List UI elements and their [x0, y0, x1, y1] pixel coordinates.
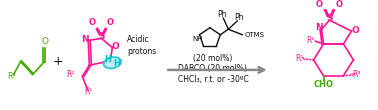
Text: CHCl₃, r.t. or -30ºC: CHCl₃, r.t. or -30ºC — [178, 75, 248, 84]
Text: O: O — [352, 26, 359, 35]
Text: R²: R² — [306, 36, 315, 45]
Text: S: S — [98, 32, 105, 41]
Text: H: H — [104, 55, 111, 64]
Text: '': '' — [350, 72, 353, 77]
Text: '': '' — [302, 56, 305, 61]
Text: O: O — [112, 42, 119, 51]
Text: Acidic
protons: Acidic protons — [127, 35, 156, 56]
Text: O: O — [89, 18, 96, 27]
Text: R¹: R¹ — [295, 54, 304, 63]
Text: N: N — [81, 35, 89, 44]
Text: NH: NH — [192, 36, 203, 42]
Text: OTMS: OTMS — [244, 32, 264, 38]
Text: R²: R² — [66, 70, 74, 79]
Text: N: N — [315, 23, 322, 32]
Text: DABCO (20 mol%): DABCO (20 mol%) — [178, 64, 247, 73]
Text: R¹: R¹ — [84, 87, 93, 96]
Text: Ph: Ph — [234, 13, 244, 22]
Text: H: H — [113, 59, 120, 68]
Text: O: O — [316, 0, 323, 9]
Text: R³: R³ — [8, 72, 16, 81]
Text: Ph: Ph — [218, 10, 227, 19]
Text: (20 mol%): (20 mol%) — [193, 54, 232, 63]
Text: S: S — [326, 14, 333, 23]
Text: R³: R³ — [352, 70, 361, 79]
Text: O: O — [336, 0, 343, 9]
Text: CHO: CHO — [313, 80, 333, 89]
Text: O: O — [107, 18, 114, 27]
Ellipse shape — [104, 57, 121, 68]
Text: O: O — [41, 37, 48, 46]
Text: +: + — [52, 55, 63, 68]
